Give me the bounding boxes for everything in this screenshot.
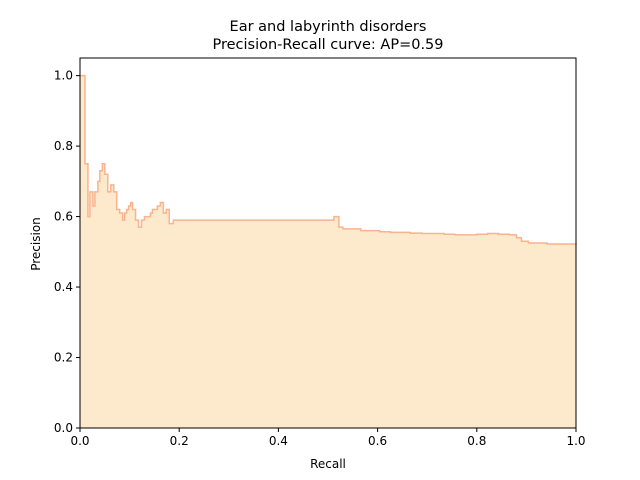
- x-tick-label: 1.0: [566, 434, 585, 448]
- axes-frame: [79, 57, 577, 429]
- x-tick-label: 0.0: [70, 434, 89, 448]
- chart-title-line-1: Ear and labyrinth disorders: [230, 19, 427, 35]
- x-tick-label: 0.2: [170, 434, 189, 448]
- precision-recall-line: [80, 74, 577, 245]
- y-tick-label: 0.6: [54, 210, 73, 224]
- chart-title-line-2: Precision-Recall curve: AP=0.59: [212, 37, 443, 53]
- x-tick-label: 0.6: [368, 434, 387, 448]
- y-axis-ticks: 0.0 0.2 0.4 0.6 0.8 1.0: [54, 69, 80, 435]
- y-axis-label: Precision: [29, 217, 43, 271]
- x-axis-ticks: 0.0 0.2 0.4 0.6 0.8 1.0: [70, 428, 586, 448]
- x-tick-label: 0.8: [467, 434, 486, 448]
- y-tick-label: 0.8: [54, 139, 73, 153]
- y-tick-label: 0.0: [54, 421, 73, 435]
- y-tick-label: 0.2: [54, 351, 73, 365]
- y-tick-label: 1.0: [54, 69, 73, 83]
- x-axis-label: Recall: [310, 457, 346, 471]
- precision-area-fill: [80, 75, 576, 429]
- x-tick-label: 0.4: [269, 434, 288, 448]
- plot-area: [79, 57, 577, 429]
- y-tick-label: 0.4: [54, 280, 73, 294]
